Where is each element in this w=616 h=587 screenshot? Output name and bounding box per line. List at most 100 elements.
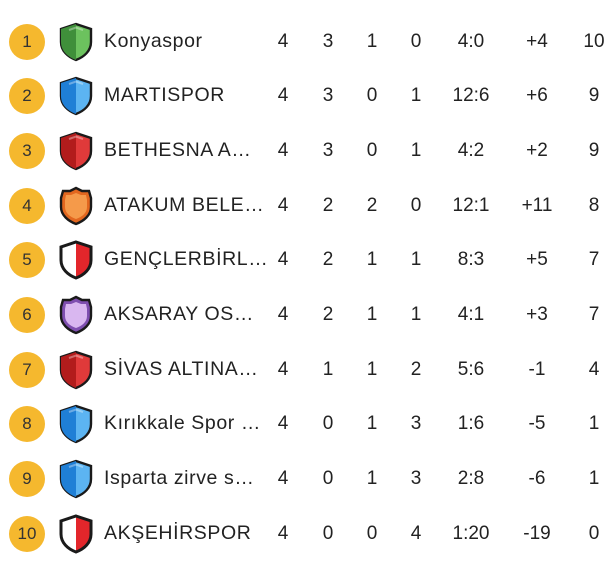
points-cell: 9: [588, 139, 600, 161]
team-name[interactable]: GENÇLERBİRL…: [104, 248, 269, 271]
team-crest-shield-icon: [59, 405, 93, 444]
lost-cell: 1: [410, 249, 422, 271]
standings-table: 1 Konyaspor 4 3 1 0 4:0 +4 10 2 MARTISPO…: [0, 14, 616, 561]
won-cell: 2: [322, 249, 334, 271]
won-cell: 2: [322, 303, 334, 325]
table-row[interactable]: 2 MARTISPOR 4 3 0 1 12:6 +6 9: [0, 69, 616, 124]
goal-diff-cell: +6: [526, 85, 548, 107]
team-name[interactable]: ATAKUM BELE…: [104, 193, 265, 216]
rank-badge: 1: [9, 23, 45, 60]
goal-diff-cell: +11: [521, 194, 553, 216]
goals-cell: 12:6: [452, 85, 490, 107]
goals-cell: 5:6: [457, 358, 485, 380]
points-cell: 7: [588, 303, 600, 325]
played-cell: 4: [277, 468, 289, 489]
team-crest-shield-icon: [59, 76, 93, 116]
team-crest-icon: [58, 350, 94, 390]
team-name[interactable]: Kırıkkale Spor …: [104, 412, 261, 435]
goals-cell: 4:2: [457, 139, 485, 161]
table-row[interactable]: 5 GENÇLERBİRL… 4 2 1 1 8:3 +5 7: [0, 233, 616, 288]
table-row[interactable]: 6 AKSARAY OS… 4 2 1 1 4:1 +3 7: [0, 287, 616, 342]
drawn-cell: 1: [366, 413, 378, 435]
points-cell: 1: [588, 413, 600, 435]
team-crest-shield-icon: [59, 22, 93, 61]
won-cell: 3: [322, 139, 334, 161]
goals-cell: 12:1: [452, 194, 490, 216]
table-row[interactable]: 7 SİVAS ALTINA… 4 1 1 2 5:6 -1 4: [0, 342, 616, 397]
rank-badge: 4: [9, 187, 45, 224]
table-row[interactable]: 1 Konyaspor 4 3 1 0 4:0 +4 10: [0, 14, 616, 69]
won-cell: 3: [322, 85, 334, 107]
played-cell: 4: [277, 522, 289, 544]
points-cell: 10: [583, 30, 605, 52]
goal-diff-cell: -5: [528, 413, 546, 435]
points-cell: 1: [588, 468, 600, 489]
goals-cell: 4:0: [457, 30, 485, 52]
table-row[interactable]: 10 AKŞEHİRSPOR 4 0 0 4 1:20 -19 0: [0, 506, 616, 561]
rank-badge: 7: [9, 351, 45, 388]
won-cell: 0: [322, 522, 334, 544]
points-cell: 4: [588, 358, 600, 380]
lost-cell: 3: [410, 468, 422, 489]
team-name[interactable]: AKŞEHİRSPOR: [104, 521, 252, 544]
team-name[interactable]: Isparta zirve s…: [104, 467, 255, 489]
lost-cell: 4: [410, 522, 422, 544]
goal-diff-cell: +2: [526, 139, 548, 161]
team-crest-icon: [58, 459, 94, 499]
rank-badge: 10: [9, 515, 45, 552]
table-row[interactable]: 3 BETHESNA A… 4 3 0 1 4:2 +2 9: [0, 123, 616, 178]
goal-diff-cell: +5: [526, 249, 548, 271]
goals-cell: 1:6: [457, 413, 485, 435]
goals-cell: 4:1: [457, 303, 485, 325]
points-cell: 9: [588, 85, 600, 107]
team-crest-shield-icon: [59, 514, 93, 554]
rank-badge: 6: [9, 296, 45, 333]
team-crest-badge-icon: [59, 295, 93, 335]
goal-diff-cell: +4: [526, 30, 548, 52]
played-cell: 4: [277, 303, 289, 325]
lost-cell: 1: [410, 139, 422, 161]
team-crest-shield-icon: [59, 131, 93, 171]
played-cell: 4: [277, 413, 289, 435]
lost-cell: 1: [410, 85, 422, 107]
won-cell: 1: [322, 358, 334, 380]
team-crest-shield-icon: [59, 350, 93, 389]
team-name[interactable]: Konyaspor: [104, 29, 203, 52]
played-cell: 4: [277, 139, 289, 161]
drawn-cell: 1: [366, 468, 378, 489]
goals-cell: 2:8: [457, 468, 485, 489]
lost-cell: 2: [410, 358, 422, 380]
team-crest-icon: [58, 295, 94, 335]
goals-cell: 8:3: [457, 249, 485, 271]
played-cell: 4: [277, 194, 289, 216]
team-crest-shield-icon: [59, 240, 93, 280]
standings-rows: 1 Konyaspor 4 3 1 0 4:0 +4 10 2 MARTISPO…: [0, 14, 616, 561]
drawn-cell: 1: [366, 358, 378, 380]
played-cell: 4: [277, 30, 289, 52]
played-cell: 4: [277, 249, 289, 271]
team-crest-icon: [58, 131, 94, 171]
team-name[interactable]: BETHESNA A…: [104, 138, 252, 161]
played-cell: 4: [277, 85, 289, 107]
table-row[interactable]: 8 Kırıkkale Spor … 4 0 1 3 1:6 -5 1: [0, 397, 616, 452]
goal-diff-cell: -19: [523, 522, 551, 544]
goal-diff-cell: +3: [526, 303, 548, 325]
drawn-cell: 1: [366, 303, 378, 325]
team-name[interactable]: SİVAS ALTINA…: [104, 357, 259, 380]
points-cell: 7: [588, 249, 600, 271]
team-crest-icon: [58, 240, 94, 280]
drawn-cell: 0: [366, 522, 378, 544]
rank-badge: 5: [9, 242, 45, 279]
drawn-cell: 2: [366, 194, 378, 216]
lost-cell: 0: [410, 194, 422, 216]
drawn-cell: 0: [366, 139, 378, 161]
team-crest-icon: [58, 404, 94, 444]
team-name[interactable]: MARTISPOR: [104, 84, 225, 107]
played-cell: 4: [277, 358, 289, 380]
team-name[interactable]: AKSARAY OS…: [104, 302, 255, 325]
table-row[interactable]: 9 Isparta zirve s… 4 0 1 3 2:8 -6 1: [0, 452, 616, 507]
table-row[interactable]: 4 ATAKUM BELE… 4 2 2 0 12:1 +11 8: [0, 178, 616, 233]
team-crest-icon: [58, 514, 94, 554]
team-crest-icon: [58, 76, 94, 116]
won-cell: 0: [322, 468, 334, 489]
